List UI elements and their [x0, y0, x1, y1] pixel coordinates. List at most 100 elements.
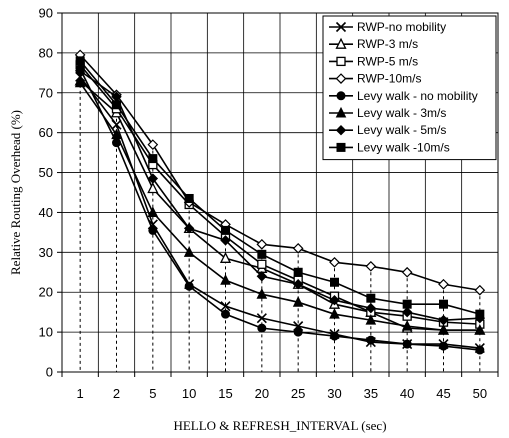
data-point: [111, 119, 122, 130]
series-levy-walk-10m-s: [75, 56, 485, 319]
legend-item: Levy walk - no mobility: [329, 89, 478, 103]
y-tick-label: 10: [39, 325, 53, 340]
data-point: [474, 284, 486, 296]
legend-label: Levy walk - no mobility: [357, 89, 478, 103]
data-point: [147, 206, 159, 217]
data-point: [293, 267, 303, 277]
data-point: [401, 320, 413, 331]
data-point: [256, 271, 268, 282]
data-point: [438, 314, 449, 326]
data-point: [365, 302, 377, 314]
data-point: [148, 154, 158, 164]
data-point: [293, 327, 303, 337]
data-point: [335, 73, 347, 84]
legend: RWP-no mobility RWP-3 m/s RWP-5 m/s RWP-10m…: [322, 15, 497, 161]
y-tick-label: 30: [39, 245, 53, 260]
legend-item: RWP-no mobility: [329, 20, 446, 34]
x-tick-label: 5: [149, 386, 156, 401]
x-tick-label: 45: [436, 386, 450, 401]
legend-label: Levy walk - 5m/s: [357, 123, 446, 137]
x-tick-label: 10: [182, 386, 196, 401]
data-point: [366, 335, 376, 345]
data-point: [365, 260, 377, 272]
legend-item: RWP-10m/s: [329, 72, 421, 86]
series-line: [79, 80, 480, 331]
legend-item: Levy walk - 3m/s: [329, 106, 446, 120]
data-point: [336, 142, 346, 152]
data-point: [438, 278, 449, 290]
data-point: [330, 331, 339, 341]
data-point: [184, 193, 194, 203]
y-tick-label: 50: [39, 165, 53, 180]
x-tick-label: 2: [113, 386, 120, 401]
data-point: [256, 288, 268, 299]
data-point: [335, 124, 347, 136]
legend-label: RWP-no mobility: [357, 20, 446, 34]
legend-label: Levy walk - 3m/s: [357, 106, 446, 120]
x-tick-label: 50: [473, 386, 487, 401]
y-tick-label: 40: [39, 205, 53, 220]
y-axis-title: Relative Routing Overhead (%): [8, 110, 23, 275]
legend-label: RWP-3 m/s: [357, 37, 418, 51]
data-point: [147, 139, 159, 150]
data-point: [221, 309, 230, 319]
data-point: [256, 239, 268, 250]
x-tick-label: 1: [77, 386, 84, 401]
legend-label: RWP-5 m/s: [357, 54, 418, 68]
data-point: [336, 91, 346, 101]
data-point: [147, 182, 159, 194]
series-rwp-10m-s: [74, 49, 486, 296]
x-axis-title: HELLO & REFRESH_INTERVAL (sec): [173, 418, 386, 433]
data-point: [257, 249, 267, 259]
data-point: [366, 293, 376, 303]
series-line: [79, 64, 480, 325]
data-point: [256, 313, 267, 324]
data-point: [335, 106, 347, 118]
x-tick-label: 25: [291, 386, 305, 401]
data-point: [292, 279, 304, 290]
data-point: [402, 339, 412, 349]
y-tick-label: 20: [39, 285, 53, 300]
legend-label: RWP-10m/s: [357, 72, 421, 86]
data-point: [401, 266, 413, 278]
data-point: [111, 128, 122, 140]
x-tick-label: 35: [364, 386, 378, 401]
legend-item: RWP-5 m/s: [329, 54, 418, 68]
x-tick-label: 15: [218, 386, 232, 401]
data-point: [401, 306, 413, 318]
data-point: [330, 277, 339, 287]
data-point: [75, 56, 85, 66]
data-point: [474, 323, 486, 335]
data-point: [220, 235, 231, 246]
x-tick-label: 40: [400, 386, 414, 401]
legend-item: RWP-3 m/s: [329, 37, 418, 51]
series-line: [79, 54, 480, 292]
data-point: [439, 299, 448, 309]
data-point: [335, 37, 347, 49]
data-point: [184, 281, 194, 291]
data-point: [148, 225, 158, 235]
data-point: [219, 251, 232, 263]
y-tick-label: 0: [46, 365, 53, 380]
y-axis-ticks: 0 10 20 30 40 50 60 70 80 90: [39, 6, 62, 380]
data-point: [147, 173, 159, 184]
y-tick-label: 90: [39, 6, 53, 21]
data-point: [292, 296, 304, 307]
series-line: [79, 60, 481, 315]
data-point: [74, 76, 86, 88]
data-point: [183, 223, 195, 234]
data-point: [220, 301, 231, 312]
x-tick-label: 30: [327, 386, 341, 401]
data-point: [257, 259, 267, 269]
data-point: [221, 225, 230, 235]
y-tick-label: 60: [39, 125, 53, 140]
x-tick-label: 20: [255, 386, 269, 401]
data-point: [183, 246, 195, 257]
data-point: [220, 274, 231, 285]
data-point: [438, 323, 449, 335]
data-point: [257, 323, 267, 333]
data-point: [329, 294, 340, 306]
legend-box: [322, 15, 497, 161]
data-point: [365, 314, 377, 325]
